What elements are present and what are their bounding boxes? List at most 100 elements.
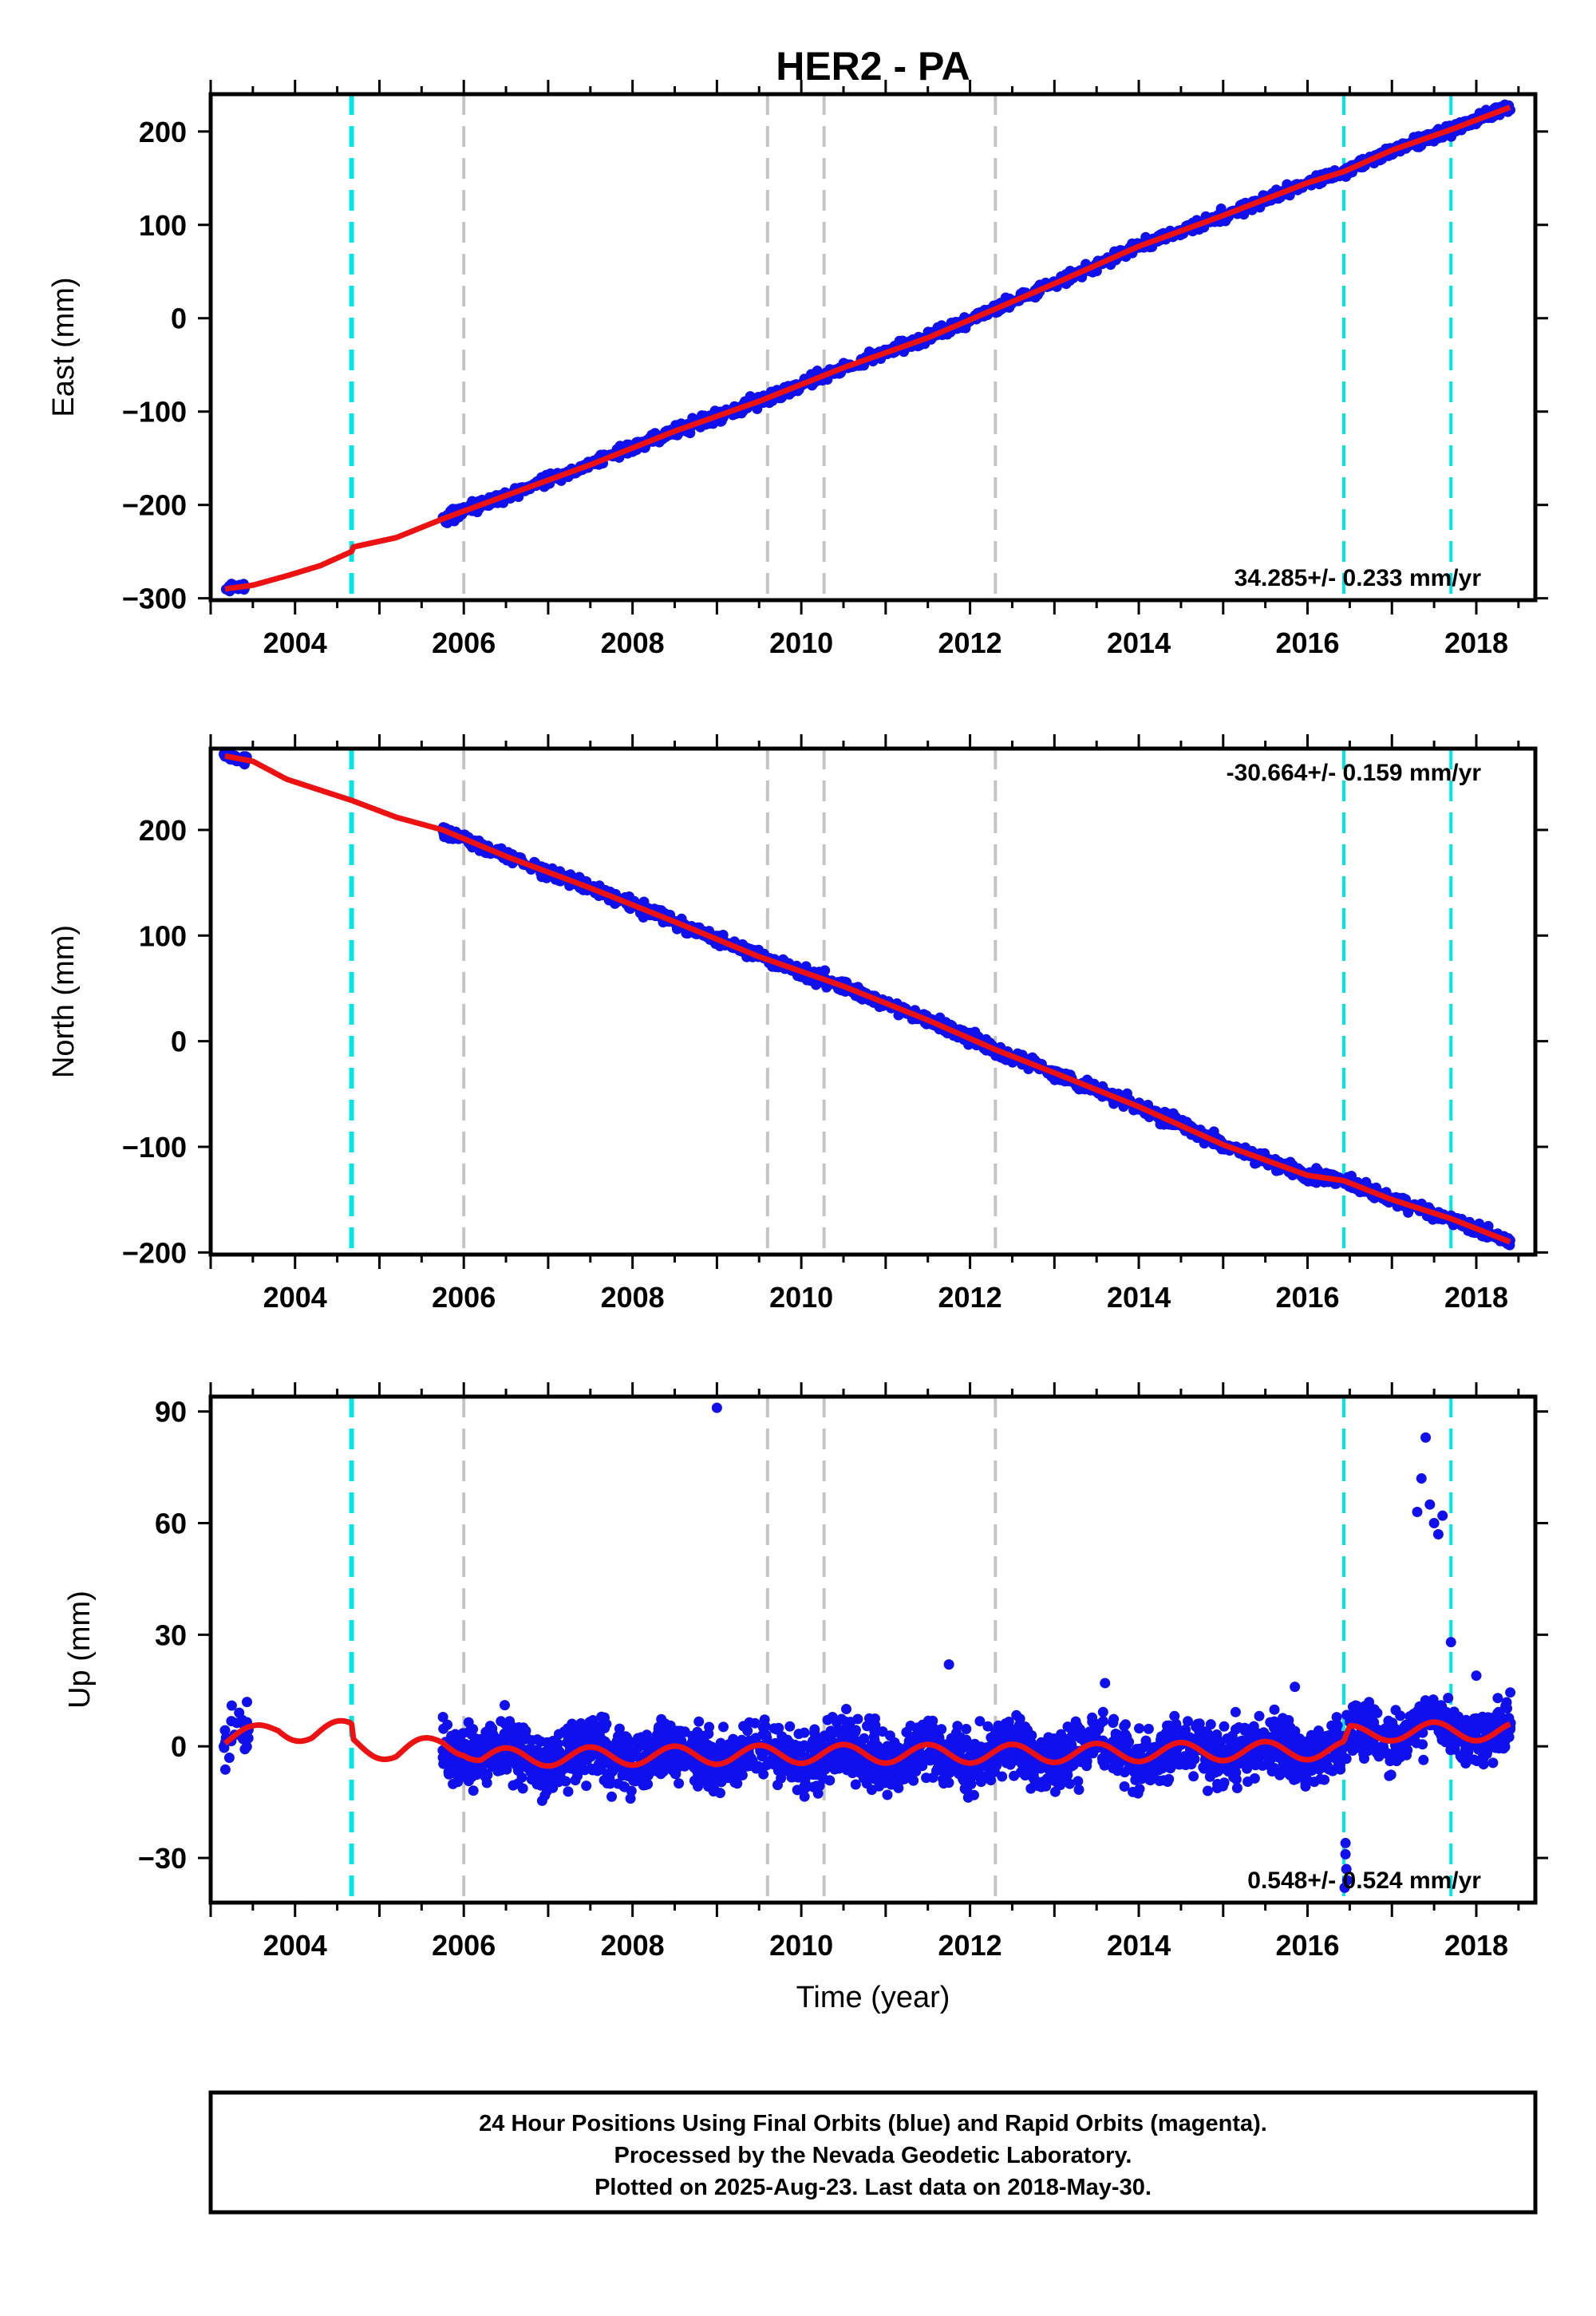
y-tick-label: 0 xyxy=(171,302,187,335)
data-point xyxy=(1073,1776,1084,1787)
x-tick-label: 2012 xyxy=(938,1281,1002,1314)
data-point xyxy=(1259,1729,1270,1740)
data-point xyxy=(1487,1757,1499,1769)
data-point xyxy=(1108,1763,1119,1773)
data-point xyxy=(1384,1770,1395,1781)
data-point xyxy=(718,1721,729,1733)
data-point xyxy=(855,1766,867,1777)
data-point xyxy=(1203,1785,1213,1796)
y-tick-label: 100 xyxy=(139,919,187,952)
y-tick-label: 0 xyxy=(171,1026,187,1058)
data-point xyxy=(508,1780,519,1791)
data-point xyxy=(1215,204,1227,214)
x-tick-label: 2006 xyxy=(432,626,496,659)
data-point xyxy=(1257,1760,1268,1771)
rate-label: -30.664+/- 0.159 mm/yr xyxy=(1227,760,1482,786)
data-point xyxy=(822,1714,833,1725)
data-point xyxy=(921,1773,932,1784)
data-point xyxy=(1207,1767,1218,1778)
plot-frame xyxy=(208,92,1538,603)
data-point xyxy=(1108,1713,1120,1725)
data-point xyxy=(1254,1710,1265,1721)
data-point xyxy=(1492,1693,1503,1704)
data-point xyxy=(1391,1756,1402,1767)
data-point xyxy=(1300,1780,1311,1792)
y-axis-label: North (mm) xyxy=(47,925,81,1078)
data-point xyxy=(614,1723,625,1734)
data-point xyxy=(703,1781,714,1792)
chart-title: HER2 - PA xyxy=(776,44,970,89)
data-point xyxy=(1143,1723,1154,1734)
y-tick-label: −200 xyxy=(122,1236,187,1269)
data-point xyxy=(239,1744,251,1755)
y-tick-label: −100 xyxy=(122,1131,187,1164)
data-point xyxy=(231,1717,243,1729)
data-point xyxy=(536,1795,547,1806)
data-point xyxy=(517,1783,528,1794)
data-point xyxy=(943,1777,954,1788)
x-tick-label: 2018 xyxy=(1444,1281,1508,1314)
data-point xyxy=(1268,1722,1279,1733)
x-tick-label: 2004 xyxy=(263,626,327,659)
x-tick-label: 2014 xyxy=(1107,626,1171,659)
data-point xyxy=(1134,1723,1144,1734)
y-tick-label: 200 xyxy=(139,814,187,847)
data-point xyxy=(1269,1704,1280,1715)
data-point xyxy=(936,1724,947,1735)
data-point xyxy=(563,1786,574,1797)
data-point xyxy=(463,1717,474,1728)
data-point xyxy=(602,1778,613,1788)
north-panel: 2004 2006 2008 2010 2012 2014 2016 2018−200−100… xyxy=(47,734,1548,1314)
data-point xyxy=(1140,231,1152,243)
data-points xyxy=(220,99,1515,597)
y-tick-label: −100 xyxy=(122,396,187,429)
data-point xyxy=(693,1716,705,1727)
data-point xyxy=(974,1716,986,1727)
data-point xyxy=(1055,1780,1066,1791)
y-tick-label: 200 xyxy=(139,116,187,148)
x-tick-label: 2008 xyxy=(601,626,665,659)
data-point xyxy=(622,1748,634,1759)
data-points xyxy=(219,1402,1516,1893)
data-point xyxy=(226,1700,237,1711)
up-panel: 2004 2006 2008 2010 2012 2014 2016 2018−3003060… xyxy=(63,1382,1548,1962)
x-tick-label: 2010 xyxy=(769,1281,833,1314)
data-point xyxy=(1130,1774,1141,1785)
data-point xyxy=(772,1724,783,1735)
data-point xyxy=(820,965,831,976)
x-tick-label: 2014 xyxy=(1107,1281,1171,1314)
rate-label: 34.285+/- 0.233 mm/yr xyxy=(1235,565,1482,591)
data-point xyxy=(223,1753,235,1763)
data-point xyxy=(1369,1704,1380,1715)
data-point xyxy=(1417,1739,1428,1750)
data-point xyxy=(1171,1758,1182,1769)
data-point xyxy=(882,1789,893,1800)
data-point xyxy=(468,1785,479,1796)
y-axis-label: East (mm) xyxy=(47,277,81,417)
data-point xyxy=(1183,1716,1193,1727)
y-tick-label: −300 xyxy=(122,583,187,615)
data-point xyxy=(870,1713,880,1724)
data-point xyxy=(1180,1760,1191,1770)
data-point xyxy=(961,1724,972,1734)
data-point xyxy=(1188,1771,1199,1782)
data-point xyxy=(841,1704,851,1714)
data-point xyxy=(693,1777,704,1788)
x-tick-label: 2006 xyxy=(432,1281,496,1314)
data-point xyxy=(437,1712,448,1722)
x-tick-label: 2008 xyxy=(601,1281,665,1314)
data-point xyxy=(500,1700,510,1711)
east-panel: 2004 2006 2008 2010 2012 2014 2016 2018−300−200… xyxy=(47,80,1548,659)
data-point xyxy=(862,1721,872,1732)
model-line xyxy=(223,105,1511,592)
data-point xyxy=(581,1780,592,1792)
x-tick-label: 2016 xyxy=(1275,1281,1339,1314)
x-tick-label: 2012 xyxy=(938,626,1002,659)
data-point xyxy=(884,1730,895,1741)
data-point xyxy=(616,1733,627,1745)
data-point xyxy=(448,1778,459,1789)
y-tick-label: 100 xyxy=(139,209,187,242)
y-tick-label: −200 xyxy=(122,489,187,522)
data-point xyxy=(852,1713,863,1725)
